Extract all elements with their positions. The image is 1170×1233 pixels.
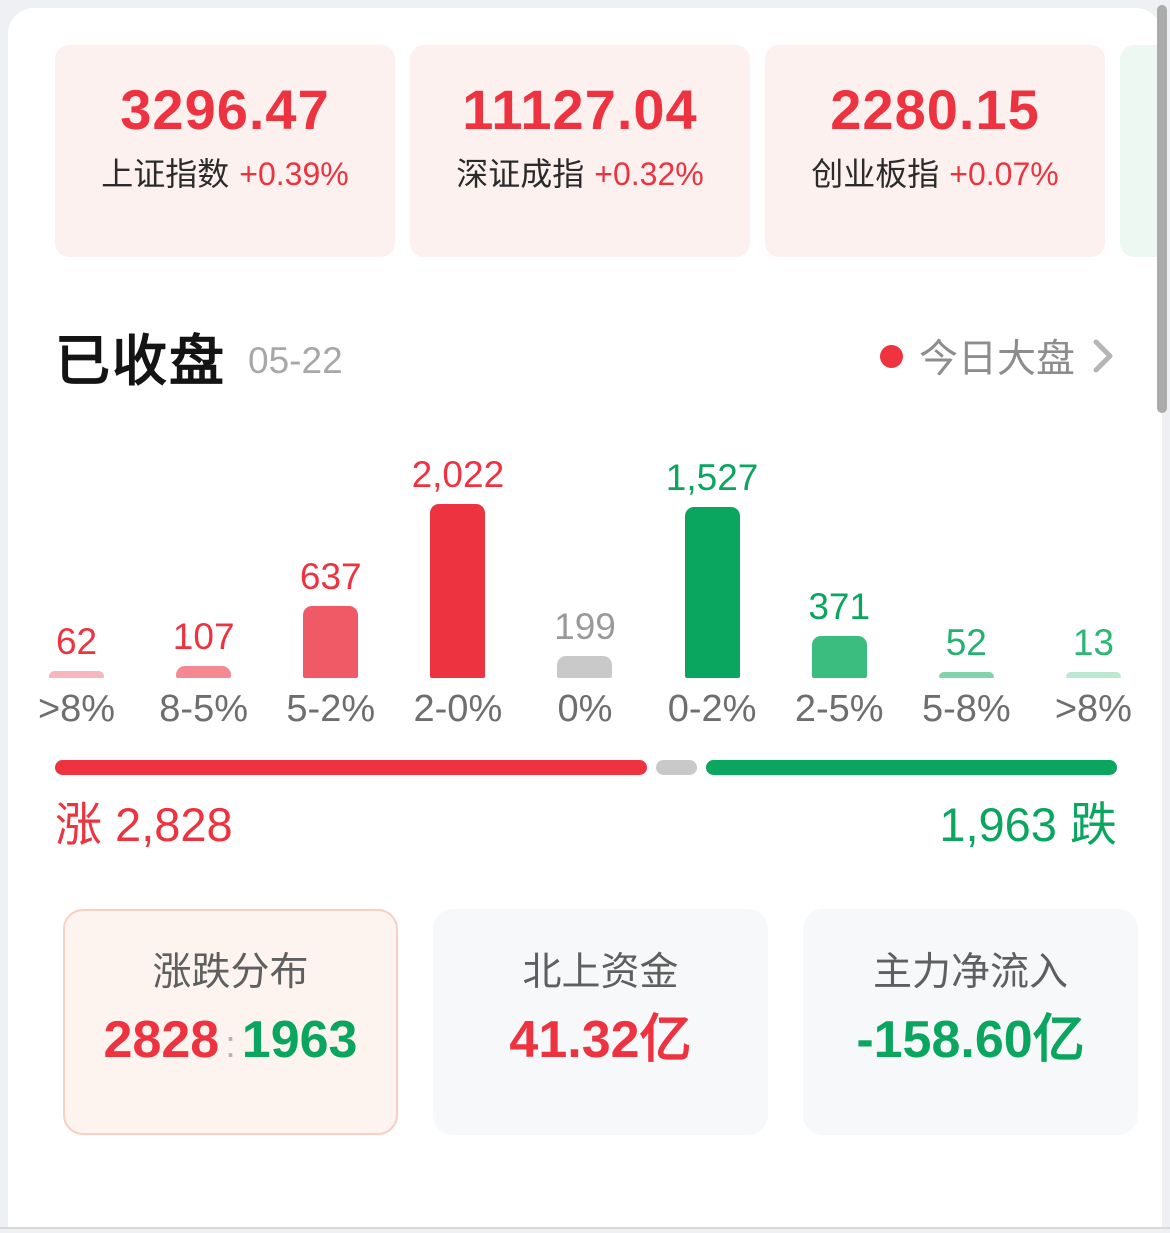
- bar-category: 0-2%: [667, 688, 757, 730]
- index-value: 11127.04: [462, 78, 698, 141]
- chart-column: 371 2-5%: [776, 455, 903, 731]
- bar: [938, 672, 994, 678]
- bar-value: 637: [299, 556, 362, 597]
- today-market-label: 今日大盘: [918, 338, 1075, 381]
- northbound-value: 41.32亿: [509, 1011, 692, 1069]
- bar-value: 2,022: [411, 454, 505, 495]
- red-dot-icon: [879, 344, 903, 368]
- index-change: +0.07%: [949, 156, 1059, 192]
- summary-card-main-inflow[interactable]: 主力净流入 -158.60亿: [803, 909, 1138, 1135]
- summary-card-northbound[interactable]: 北上资金 41.32亿: [433, 909, 768, 1135]
- chart-column: 62 >8%: [13, 455, 140, 731]
- bar-value: 371: [808, 586, 871, 627]
- bar-category: 2-0%: [413, 688, 503, 730]
- flat-segment: [655, 760, 698, 775]
- bar: [303, 606, 359, 678]
- bar: [557, 656, 613, 678]
- bar: [176, 666, 232, 678]
- market-date: 05-22: [248, 340, 343, 381]
- index-card-shenzhen[interactable]: 11127.04 深证成指 +0.32%: [410, 45, 750, 257]
- bar-category: 5-2%: [286, 688, 376, 730]
- chart-column: 107 8-5%: [140, 455, 267, 731]
- bar-category: >8%: [37, 688, 116, 730]
- decliners-count: 1,963 跌: [939, 798, 1117, 851]
- bar: [430, 504, 486, 678]
- index-label: 上证指数: [101, 156, 230, 192]
- summary-title: 主力净流入: [872, 951, 1068, 994]
- distribution-down-value: 1963: [241, 1011, 358, 1069]
- index-value: 3296.47: [120, 78, 330, 141]
- bar: [811, 636, 867, 678]
- index-label: 深证成指: [456, 156, 585, 192]
- scrollbar-thumb[interactable]: [1157, 5, 1167, 413]
- bar-category: >8%: [1054, 688, 1132, 730]
- chart-column: 52 5-8%: [903, 455, 1030, 731]
- bar-chart: 62 >8% 107 8-5% 637 5-2% 2,022 2-0% 199 …: [13, 454, 1157, 731]
- bar: [49, 671, 105, 678]
- bar-category: 5-8%: [921, 688, 1011, 730]
- summary-card-distribution[interactable]: 涨跌分布 2828:1963: [63, 909, 398, 1135]
- bar-value: 199: [554, 606, 616, 647]
- index-card-partial[interactable]: [1120, 45, 1162, 257]
- chart-column: 637 5-2%: [267, 455, 394, 731]
- bar: [1065, 672, 1121, 678]
- advance-decline-labels: 涨 2,828 1,963 跌: [55, 799, 1117, 851]
- index-card-row: 3296.47 上证指数 +0.39% 11127.04 深证成指 +0.32% 2…: [8, 45, 1162, 257]
- chart-column: 199 0%: [521, 455, 648, 731]
- chart-column: 2,022 2-0%: [394, 454, 521, 731]
- bar-value: 107: [172, 616, 235, 657]
- today-market-link[interactable]: 今日大盘: [879, 328, 1115, 384]
- decline-segment: [706, 760, 1118, 775]
- bar-value: 1,527: [665, 457, 759, 498]
- summary-card-row: 涨跌分布 2828:1963 北上资金 41.32亿 主力净流入 -158.60…: [63, 909, 1162, 1135]
- bar-category: 0%: [557, 688, 613, 730]
- chevron-right-icon: [1093, 339, 1113, 373]
- bar-value: 13: [1072, 622, 1114, 663]
- advance-decline-bar: [55, 760, 1118, 775]
- index-card-shanghai[interactable]: 3296.47 上证指数 +0.39%: [55, 45, 395, 257]
- market-status-title: 已收盘: [55, 330, 227, 392]
- bottom-divider: [0, 1227, 1170, 1229]
- market-panel: 3296.47 上证指数 +0.39% 11127.04 深证成指 +0.32% 2…: [8, 8, 1162, 1227]
- main-inflow-value: -158.60亿: [856, 1011, 1085, 1069]
- chart-column: 1,527 0-2%: [649, 455, 776, 731]
- advance-segment: [55, 760, 647, 775]
- summary-title: 涨跌分布: [152, 951, 309, 994]
- distribution-up-value: 2828: [103, 1011, 220, 1069]
- summary-title: 北上资金: [522, 951, 679, 994]
- bar-value: 62: [55, 621, 98, 662]
- section-header: 已收盘 05-22 今日大盘: [55, 321, 1115, 392]
- index-value: 2280.15: [830, 78, 1040, 141]
- distribution-separator: :: [225, 1024, 236, 1066]
- advancers-count: 涨 2,828: [55, 798, 233, 851]
- index-card-chinext[interactable]: 2280.15 创业板指 +0.07%: [765, 45, 1105, 257]
- index-change: +0.39%: [239, 156, 349, 192]
- bar-category: 2-5%: [794, 688, 884, 730]
- index-label: 创业板指: [811, 156, 940, 192]
- bar: [684, 507, 740, 678]
- bar-value: 52: [945, 622, 987, 663]
- chart-column: 13 >8%: [1030, 455, 1157, 731]
- bar-category: 8-5%: [159, 688, 249, 730]
- index-change: +0.32%: [594, 156, 704, 192]
